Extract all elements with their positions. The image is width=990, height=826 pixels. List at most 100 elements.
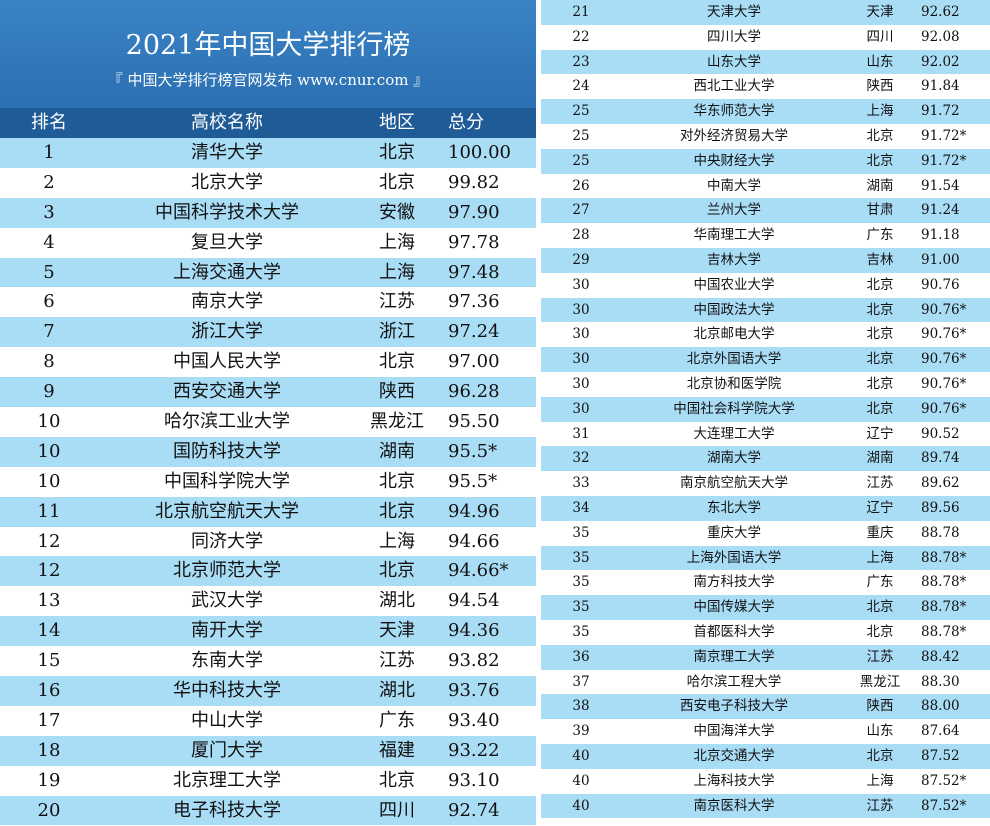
cell-score: 87.52 bbox=[921, 747, 960, 764]
table-row: 6 南京大学 江苏 97.36 bbox=[0, 287, 536, 318]
cell-region: 北京 bbox=[866, 351, 894, 368]
cell-rank: 35 bbox=[572, 599, 590, 616]
cell-score: 89.74 bbox=[921, 450, 960, 467]
cell-region: 北京 bbox=[866, 599, 894, 616]
cell-rank: 35 bbox=[572, 549, 590, 566]
cell-name: 中国科学院大学 bbox=[164, 470, 290, 492]
cell-rank: 36 bbox=[572, 648, 590, 665]
cell-region: 北京 bbox=[379, 351, 415, 373]
cell-rank: 23 bbox=[572, 53, 590, 70]
cell-rank: 26 bbox=[572, 177, 590, 194]
cell-rank: 40 bbox=[572, 797, 590, 814]
cell-score: 87.64 bbox=[921, 723, 960, 740]
cell-rank: 35 bbox=[572, 574, 590, 591]
cell-rank: 39 bbox=[572, 723, 590, 740]
cell-region: 湖南 bbox=[866, 450, 894, 467]
cell-score: 95.5* bbox=[448, 440, 498, 462]
table-row: 35 上海外国语大学 上海 88.78* bbox=[541, 545, 990, 571]
table-row: 34 东北大学 辽宁 89.56 bbox=[541, 495, 990, 521]
cell-score: 88.78* bbox=[921, 574, 967, 591]
cell-name: 北京外国语大学 bbox=[686, 351, 782, 368]
cell-rank: 30 bbox=[572, 301, 590, 318]
cell-name: 中国科学技术大学 bbox=[155, 201, 299, 223]
table-row: 39 中国海洋大学 山东 87.64 bbox=[541, 719, 990, 744]
table-row: 36 南京理工大学 江苏 88.42 bbox=[541, 644, 990, 670]
table-row: 22 四川大学 四川 92.08 bbox=[541, 24, 990, 50]
cell-rank: 25 bbox=[572, 152, 590, 169]
cell-rank: 12 bbox=[37, 560, 61, 582]
cell-name: 中国人民大学 bbox=[173, 351, 281, 373]
cell-rank: 3 bbox=[43, 201, 55, 223]
cell-score: 94.66* bbox=[448, 560, 509, 582]
table-row: 40 南京医科大学 江苏 87.52* bbox=[541, 793, 990, 819]
cell-rank: 40 bbox=[572, 772, 590, 789]
cell-name: 北京交通大学 bbox=[693, 747, 775, 764]
cell-rank: 34 bbox=[572, 499, 590, 516]
cell-score: 93.10 bbox=[448, 769, 500, 791]
cell-region: 上海 bbox=[379, 261, 415, 283]
cell-region: 广东 bbox=[866, 574, 894, 591]
cell-region: 北京 bbox=[866, 623, 894, 640]
cell-score: 90.76* bbox=[921, 301, 967, 318]
table-row: 10 中国科学院大学 北京 95.5* bbox=[0, 466, 536, 497]
table-row: 23 山东大学 山东 92.02 bbox=[541, 49, 990, 75]
cell-name: 国防科技大学 bbox=[173, 440, 281, 462]
cell-score: 91.72 bbox=[921, 103, 960, 120]
cell-name: 南方科技大学 bbox=[693, 574, 775, 591]
cell-rank: 37 bbox=[572, 673, 590, 690]
cell-score: 91.72* bbox=[921, 127, 967, 144]
cell-name: 兰州大学 bbox=[707, 202, 761, 219]
cell-score: 89.62 bbox=[921, 475, 960, 492]
cell-score: 91.00 bbox=[921, 251, 960, 268]
cell-score: 94.36 bbox=[448, 620, 500, 642]
cell-region: 辽宁 bbox=[866, 499, 894, 516]
table-row: 20 电子科技大学 四川 92.74 bbox=[0, 795, 536, 826]
cell-region: 上海 bbox=[379, 231, 415, 253]
table-row: 35 首都医科大学 北京 88.78* bbox=[541, 619, 990, 645]
cell-score: 91.18 bbox=[921, 227, 960, 244]
cell-rank: 35 bbox=[572, 524, 590, 541]
cell-score: 90.76* bbox=[921, 326, 967, 343]
cell-region: 陕西 bbox=[379, 381, 415, 403]
table-row: 38 西安电子科技大学 陕西 88.00 bbox=[541, 694, 990, 720]
cell-score: 95.50 bbox=[448, 411, 500, 433]
cell-score: 88.78* bbox=[921, 599, 967, 616]
cell-score: 97.90 bbox=[448, 201, 500, 223]
cell-region: 甘肃 bbox=[866, 202, 894, 219]
cell-name: 中国传媒大学 bbox=[693, 599, 775, 616]
table-row: 10 国防科技大学 湖南 95.5* bbox=[0, 436, 536, 467]
cell-region: 陕西 bbox=[866, 698, 894, 715]
cell-rank: 20 bbox=[37, 799, 61, 821]
cell-region: 江苏 bbox=[379, 650, 415, 672]
cell-name: 东北大学 bbox=[707, 499, 761, 516]
table-row: 17 中山大学 广东 93.40 bbox=[0, 705, 536, 736]
cell-name: 电子科技大学 bbox=[173, 799, 281, 821]
cell-name: 南开大学 bbox=[191, 620, 263, 642]
cell-region: 陕西 bbox=[866, 78, 894, 95]
table-row: 25 华东师范大学 上海 91.72 bbox=[541, 99, 990, 124]
cell-name: 北京协和医学院 bbox=[686, 375, 782, 392]
cell-score: 97.24 bbox=[448, 321, 500, 343]
table-row: 11 北京航空航天大学 北京 94.96 bbox=[0, 496, 536, 527]
cell-score: 96.28 bbox=[448, 381, 500, 403]
header-score: 总分 bbox=[448, 112, 484, 133]
table-row: 40 上海科技大学 上海 87.52* bbox=[541, 768, 990, 794]
cell-region: 吉林 bbox=[866, 251, 894, 268]
cell-region: 北京 bbox=[866, 127, 894, 144]
cell-rank: 10 bbox=[37, 440, 61, 462]
cell-rank: 25 bbox=[572, 127, 590, 144]
table-row: 32 湖南大学 湖南 89.74 bbox=[541, 446, 990, 472]
cell-rank: 38 bbox=[572, 698, 590, 715]
cell-name: 南京理工大学 bbox=[693, 648, 775, 665]
cell-name: 吉林大学 bbox=[707, 251, 761, 268]
cell-name: 四川大学 bbox=[707, 28, 761, 45]
cell-rank: 30 bbox=[572, 351, 590, 368]
table-row: 10 哈尔滨工业大学 黑龙江 95.50 bbox=[0, 407, 536, 437]
cell-region: 安徽 bbox=[379, 201, 415, 223]
cell-name: 西北工业大学 bbox=[693, 78, 775, 95]
cell-score: 97.36 bbox=[448, 291, 500, 313]
cell-score: 91.84 bbox=[921, 78, 960, 95]
cell-region: 福建 bbox=[379, 739, 415, 761]
cell-region: 北京 bbox=[866, 301, 894, 318]
cell-score: 87.52* bbox=[921, 797, 967, 814]
